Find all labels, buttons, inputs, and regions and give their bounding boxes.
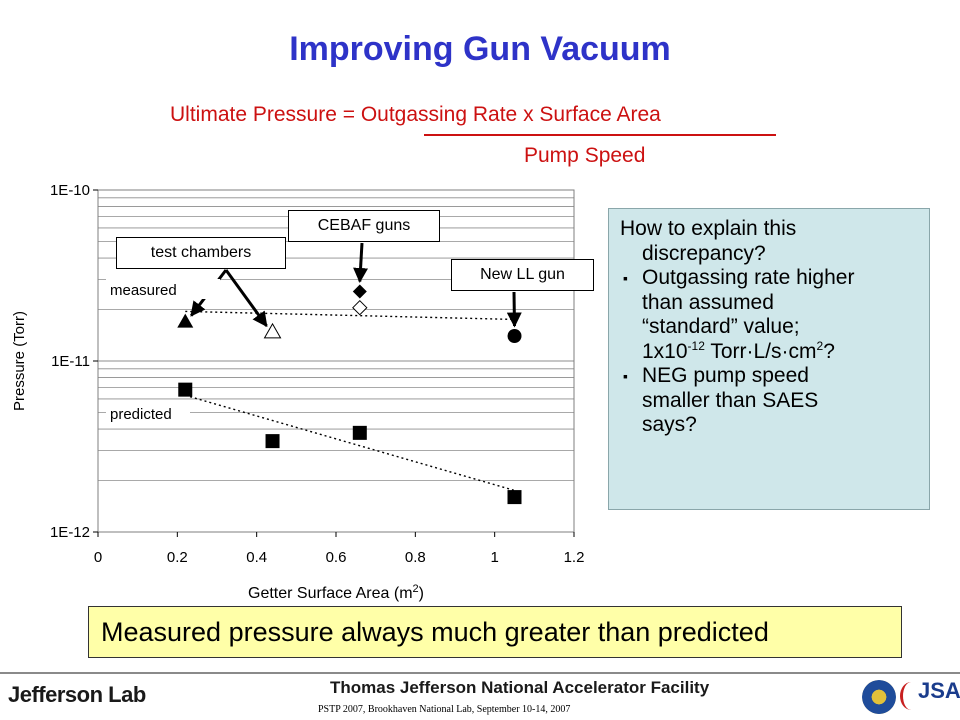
trendline-predicted	[185, 394, 515, 492]
jefferson-lab-logo: Jefferson Lab	[8, 682, 146, 707]
trendlines	[185, 310, 515, 492]
bullet-marker-icon: ▪	[623, 368, 628, 384]
x-tick-label: 1.2	[564, 549, 585, 566]
predicted-point	[178, 382, 193, 397]
y-tick-label: 1E-10	[50, 182, 90, 199]
callout-new-ll-gun: New LL gun	[451, 259, 594, 291]
callout-cebaf-guns: CEBAF guns	[288, 210, 440, 242]
measured-point	[352, 299, 368, 316]
callout-test-chambers: test chambers	[116, 237, 286, 269]
predicted-label-bg	[106, 404, 190, 424]
x-tick-label: 0.4	[246, 549, 267, 566]
y-tick-label: 1E-12	[50, 524, 90, 541]
info-bullet-outgassing: ▪ Outgassing rate higher than assumed “s…	[623, 266, 855, 363]
conference-citation: PSTP 2007, Brookhaven National Lab, Sept…	[318, 704, 571, 715]
discrepancy-info-box: How to explain this discrepancy? ▪ Outga…	[608, 208, 930, 510]
x-tick-label: 1	[490, 549, 498, 566]
test-chambers-arrow-2	[224, 269, 268, 328]
measured-point	[263, 322, 282, 339]
x-tick-label: 0.2	[167, 549, 188, 566]
data-points	[177, 284, 522, 505]
jsa-swoosh-icon	[900, 682, 922, 710]
doe-seal-icon	[862, 680, 896, 714]
pressure-chart: 1E-10 1E-11 1E-12 0 0.2 0.4 0.6 0.8 1 1.2 measur…	[11, 182, 585, 602]
info-bullet-neg-pump: ▪ NEG pump speed smaller than SAES says?	[623, 364, 819, 436]
measured-series-label: measured	[110, 282, 177, 299]
jsa-logo: JSA	[918, 678, 960, 703]
predicted-point	[352, 425, 367, 440]
cebaf-guns-arrow	[353, 242, 369, 283]
equation-denominator: Pump Speed	[524, 144, 646, 167]
y-tick-label: 1E-11	[51, 353, 90, 370]
equation-fraction-bar	[424, 134, 776, 136]
info-question: How to explain this discrepancy?	[620, 217, 797, 265]
footer-divider	[0, 672, 960, 674]
facility-name: Thomas Jefferson National Accelerator Fa…	[330, 678, 710, 697]
predicted-series-label: predicted	[110, 406, 172, 423]
x-axis-ticks: 0 0.2 0.4 0.6 0.8 1 1.2	[94, 532, 585, 566]
summary-banner: Measured pressure always much greater th…	[88, 606, 902, 658]
trendline-measured	[185, 310, 515, 321]
measured-point	[177, 313, 194, 328]
slide-title: Improving Gun Vacuum	[289, 30, 671, 68]
measured-point	[352, 284, 367, 299]
predicted-point	[507, 490, 522, 505]
x-axis-label: Getter Surface Area (m2)	[248, 583, 424, 602]
measured-label-bg	[106, 279, 220, 299]
measured-point	[507, 329, 522, 344]
bullet-marker-icon: ▪	[623, 270, 628, 286]
y-axis-ticks: 1E-10 1E-11 1E-12	[50, 182, 98, 541]
predicted-point	[265, 434, 280, 449]
x-tick-label: 0.6	[326, 549, 347, 566]
x-tick-label: 0.8	[405, 549, 426, 566]
new-ll-gun-arrow	[506, 291, 522, 328]
equation-numerator: Ultimate Pressure = Outgassing Rate x Su…	[170, 103, 661, 126]
x-tick-label: 0	[94, 549, 102, 566]
y-axis-label: Pressure (Torr)	[11, 311, 28, 411]
